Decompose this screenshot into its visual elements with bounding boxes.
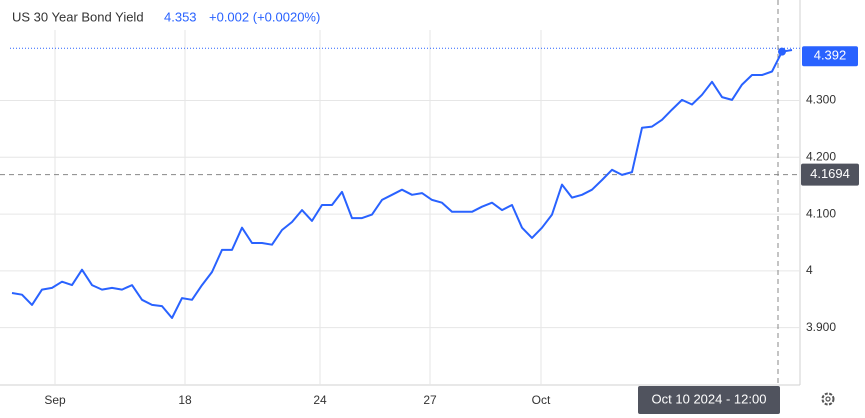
crosshair-y-box — [801, 163, 859, 186]
x-tick-label: 18 — [178, 393, 192, 407]
price-label: 4.392 — [814, 48, 847, 63]
crosshair-x-box — [638, 386, 780, 414]
settings-icon[interactable] — [821, 392, 835, 406]
x-tick-label: 27 — [423, 393, 437, 407]
x-tick-label: 24 — [313, 393, 327, 407]
crosshair-y-label: 4.1694 — [810, 166, 850, 181]
price-label-box — [802, 46, 858, 67]
current-point — [778, 47, 786, 56]
y-tick-label: 4.300 — [806, 93, 836, 107]
change: +0.002 (+0.0020%) — [209, 9, 320, 24]
last-value: 4.353 — [164, 9, 197, 24]
x-tick-label: Sep — [44, 393, 66, 407]
series-line — [11, 49, 793, 319]
y-tick-label: 3.900 — [806, 320, 836, 334]
x-tick-label: Oct — [532, 393, 551, 407]
gear-hole — [825, 396, 831, 402]
y-tick-label: 4 — [806, 263, 813, 277]
crosshair-x-label: Oct 10 2024 - 12:00 — [652, 391, 767, 406]
y-tick-label: 4.100 — [806, 206, 836, 220]
chart-title: US 30 Year Bond Yield — [12, 9, 144, 24]
gear — [821, 392, 835, 406]
y-tick-label: 4.200 — [806, 149, 836, 163]
